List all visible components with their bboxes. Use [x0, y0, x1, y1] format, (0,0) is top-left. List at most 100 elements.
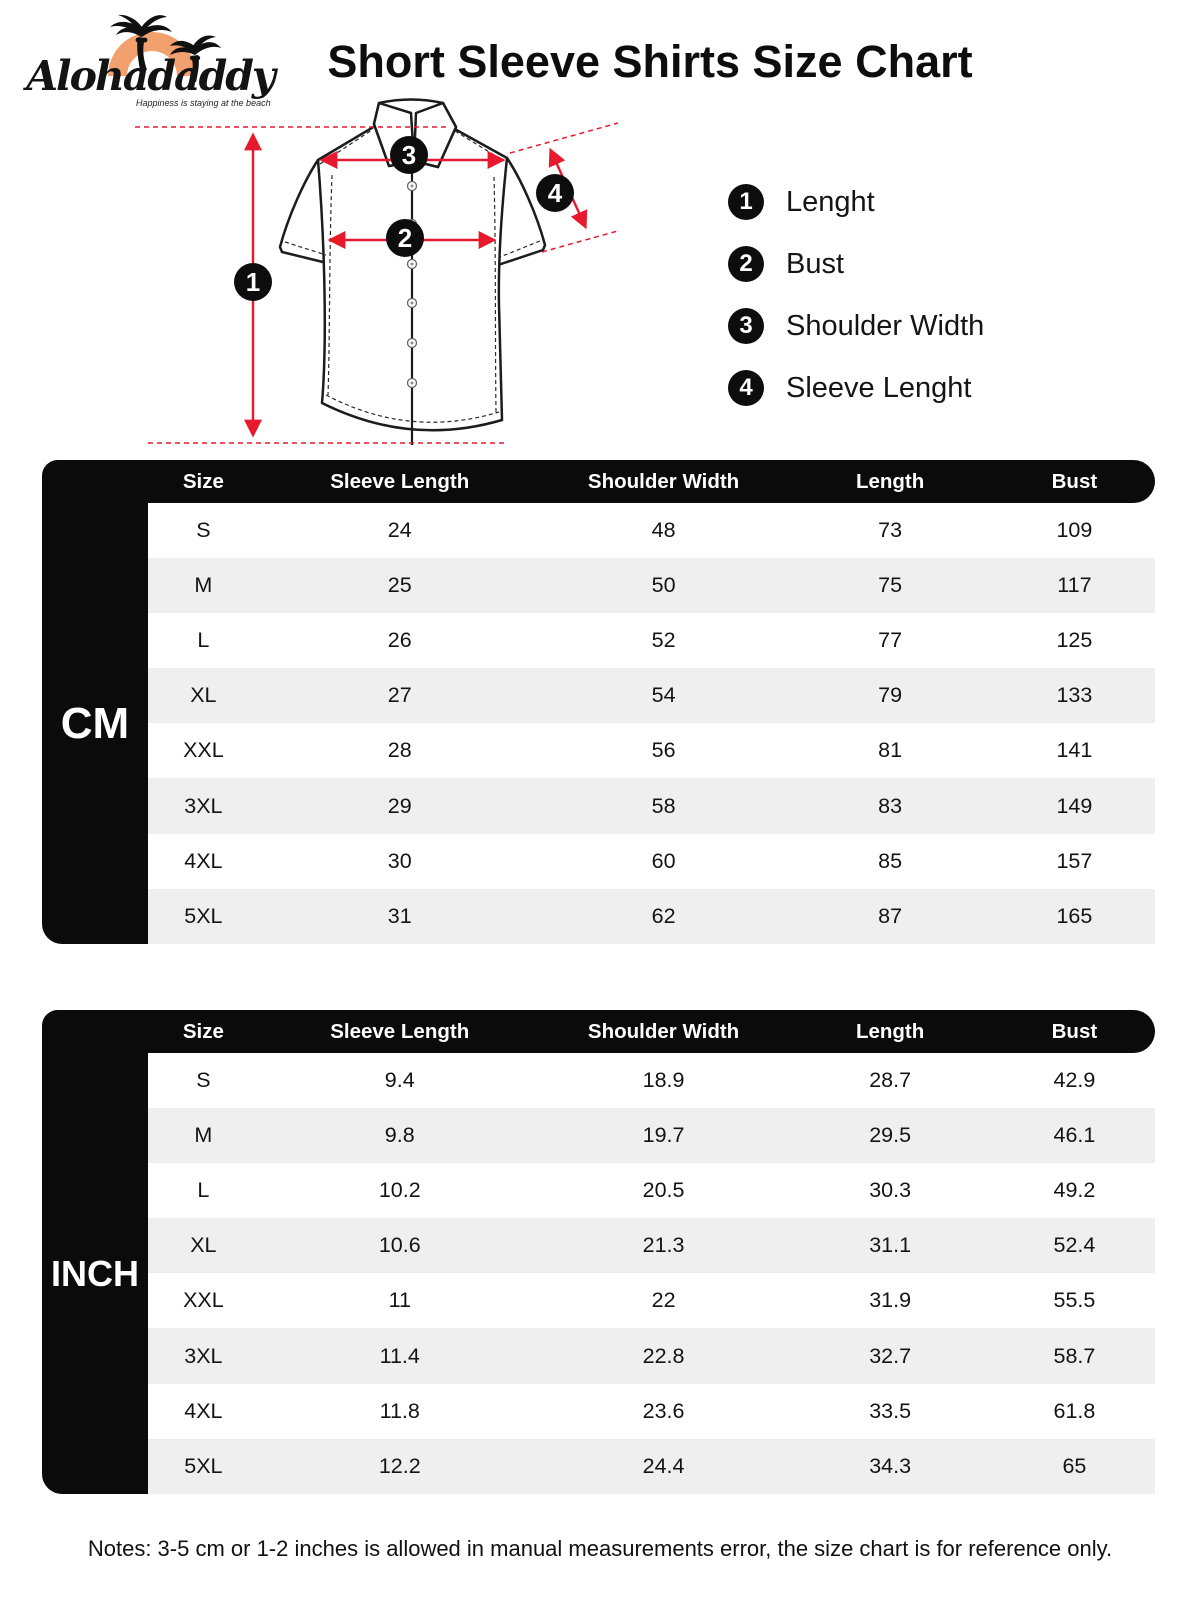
measure-cell: 24: [387, 518, 412, 543]
measure-cell: 11.8: [379, 1398, 420, 1423]
table-row: 4XL 30 60 85 157: [148, 833, 1155, 889]
size-cell: 5XL: [184, 1453, 223, 1478]
table-row: 5XL 12.2 24.4 34.3 65: [148, 1438, 1155, 1494]
measure-cell: 11: [388, 1288, 411, 1313]
size-cell: XL: [190, 683, 217, 708]
measure-cell: 30: [387, 848, 412, 873]
measure-cell: 50: [651, 573, 676, 598]
column-header-length: Length: [855, 469, 925, 493]
column-header-size: Size: [182, 1019, 224, 1043]
measure-cell: 9.4: [384, 1068, 415, 1093]
measure-cell: 79: [878, 683, 903, 708]
measure-marker-4: 4: [536, 174, 574, 212]
measure-cell: 141: [1056, 738, 1093, 763]
measure-cell: 133: [1056, 683, 1093, 708]
legend-number-icon: 1: [728, 184, 764, 220]
measure-marker-2: 2: [386, 219, 424, 257]
table-header-inch: Size Sleeve Length Shoulder Width Length…: [42, 1010, 1155, 1053]
table-row: XXL 28 56 81 141: [148, 723, 1155, 779]
column-header-sleeve-length: Sleeve Length: [330, 1019, 470, 1043]
shirt-measurement-diagram: 1 2 3 4: [80, 95, 651, 455]
measure-cell: 19.7: [642, 1123, 685, 1148]
brand-name: Alohadaddy: [26, 52, 276, 100]
table-row: S 9.4 18.9 28.7 42.9: [148, 1053, 1155, 1109]
measure-cell: 22.8: [642, 1343, 685, 1368]
legend-item-shoulder-width: 3 Shoulder Width: [728, 308, 984, 344]
measure-cell: 11.4: [379, 1343, 420, 1368]
size-table-cm: Size Sleeve Length Shoulder Width Length…: [42, 460, 1155, 944]
measure-cell: 52: [651, 628, 676, 653]
measure-cell: 22: [651, 1288, 676, 1313]
measure-cell: 31: [387, 903, 412, 928]
table-row: L 26 52 77 125: [148, 613, 1155, 669]
table-row: M 25 50 75 117: [148, 558, 1155, 614]
measure-cell: 31.9: [869, 1288, 912, 1313]
measure-marker-3: 3: [390, 136, 428, 174]
size-cell: XXL: [183, 1288, 224, 1313]
measure-cell: 165: [1056, 903, 1093, 928]
measure-cell: 157: [1056, 848, 1093, 873]
table-row: S 24 48 73 109: [148, 503, 1155, 559]
measure-cell: 29.5: [869, 1123, 912, 1148]
table-body-inch: S 9.4 18.9 28.7 42.9 M 9.8 19.7 29.5 46.1 L 10.2 20.…: [148, 1053, 1155, 1494]
column-header-shoulder-width: Shoulder Width: [587, 1019, 740, 1043]
measure-cell: 29: [387, 793, 412, 818]
measure-cell: 9.8: [384, 1123, 415, 1148]
size-cell: 3XL: [184, 793, 223, 818]
column-header-bust: Bust: [1051, 469, 1098, 493]
measure-cell: 42.9: [1053, 1068, 1096, 1093]
measure-cell: 62: [651, 903, 676, 928]
measurement-legend: 1 Lenght 2 Bust 3 Shoulder Width 4 Sleev…: [728, 184, 984, 406]
size-cell: L: [197, 628, 210, 653]
table-row: M 9.8 19.7 29.5 46.1: [148, 1108, 1155, 1164]
measure-cell: 24.4: [642, 1453, 685, 1478]
measure-cell: 149: [1056, 793, 1093, 818]
legend-number-icon: 2: [728, 246, 764, 282]
table-row: XL 10.6 21.3 31.1 52.4: [148, 1218, 1155, 1274]
table-row: L 10.2 20.5 30.3 49.2: [148, 1163, 1155, 1219]
measure-marker-1: 1: [234, 263, 272, 301]
measure-cell: 81: [878, 738, 903, 763]
measure-cell: 87: [878, 903, 903, 928]
measure-cell: 10.6: [378, 1233, 421, 1258]
size-cell: M: [194, 573, 213, 598]
measure-cell: 52.4: [1053, 1233, 1096, 1258]
table-row: 5XL 31 62 87 165: [148, 888, 1155, 944]
measure-cell: 25: [387, 573, 412, 598]
measure-cell: 33.5: [869, 1398, 912, 1423]
measure-cell: 23.6: [642, 1398, 685, 1423]
measure-cell: 30.3: [869, 1178, 912, 1203]
measure-cell: 61.8: [1053, 1398, 1096, 1423]
measure-cell: 46.1: [1053, 1123, 1096, 1148]
size-cell: 5XL: [184, 903, 223, 928]
unit-panel-cm: CM: [42, 503, 148, 944]
measure-cell: 54: [651, 683, 676, 708]
size-cell: 3XL: [184, 1343, 223, 1368]
size-cell: 4XL: [184, 1398, 223, 1423]
measure-cell: 125: [1056, 628, 1093, 653]
legend-number-icon: 4: [728, 370, 764, 406]
measure-cell: 26: [387, 628, 412, 653]
column-header-shoulder-width: Shoulder Width: [587, 469, 740, 493]
measure-cell: 83: [878, 793, 903, 818]
column-header-length: Length: [855, 1019, 925, 1043]
measure-cell: 32.7: [869, 1343, 912, 1368]
unit-label: CM: [60, 698, 130, 748]
table-row: 4XL 11.8 23.6 33.5 61.8: [148, 1383, 1155, 1439]
table-body-cm: S 24 48 73 109 M 25 50 75 117 L 26 52 77 125 XL 27 54 79 13…: [148, 503, 1155, 944]
size-cell: S: [196, 1068, 211, 1093]
measure-cell: 49.2: [1053, 1178, 1096, 1203]
page-title: Short Sleeve Shirts Size Chart: [327, 36, 973, 87]
brand-tagline: Happiness is staying at the beach: [136, 98, 271, 108]
legend-label: Shoulder Width: [786, 309, 985, 342]
brand-logo: Alohadaddy Happiness is staying at the b…: [24, 10, 276, 110]
size-cell: L: [197, 1178, 210, 1203]
unit-label: INCH: [51, 1252, 139, 1294]
table-header-cm: Size Sleeve Length Shoulder Width Length…: [42, 460, 1155, 503]
measure-cell: 48: [651, 518, 676, 543]
column-header-bust: Bust: [1051, 1019, 1098, 1043]
measure-cell: 65: [1062, 1453, 1087, 1478]
measure-cell: 73: [878, 518, 903, 543]
measure-cell: 28.7: [869, 1068, 912, 1093]
legend-number-icon: 3: [728, 308, 764, 344]
